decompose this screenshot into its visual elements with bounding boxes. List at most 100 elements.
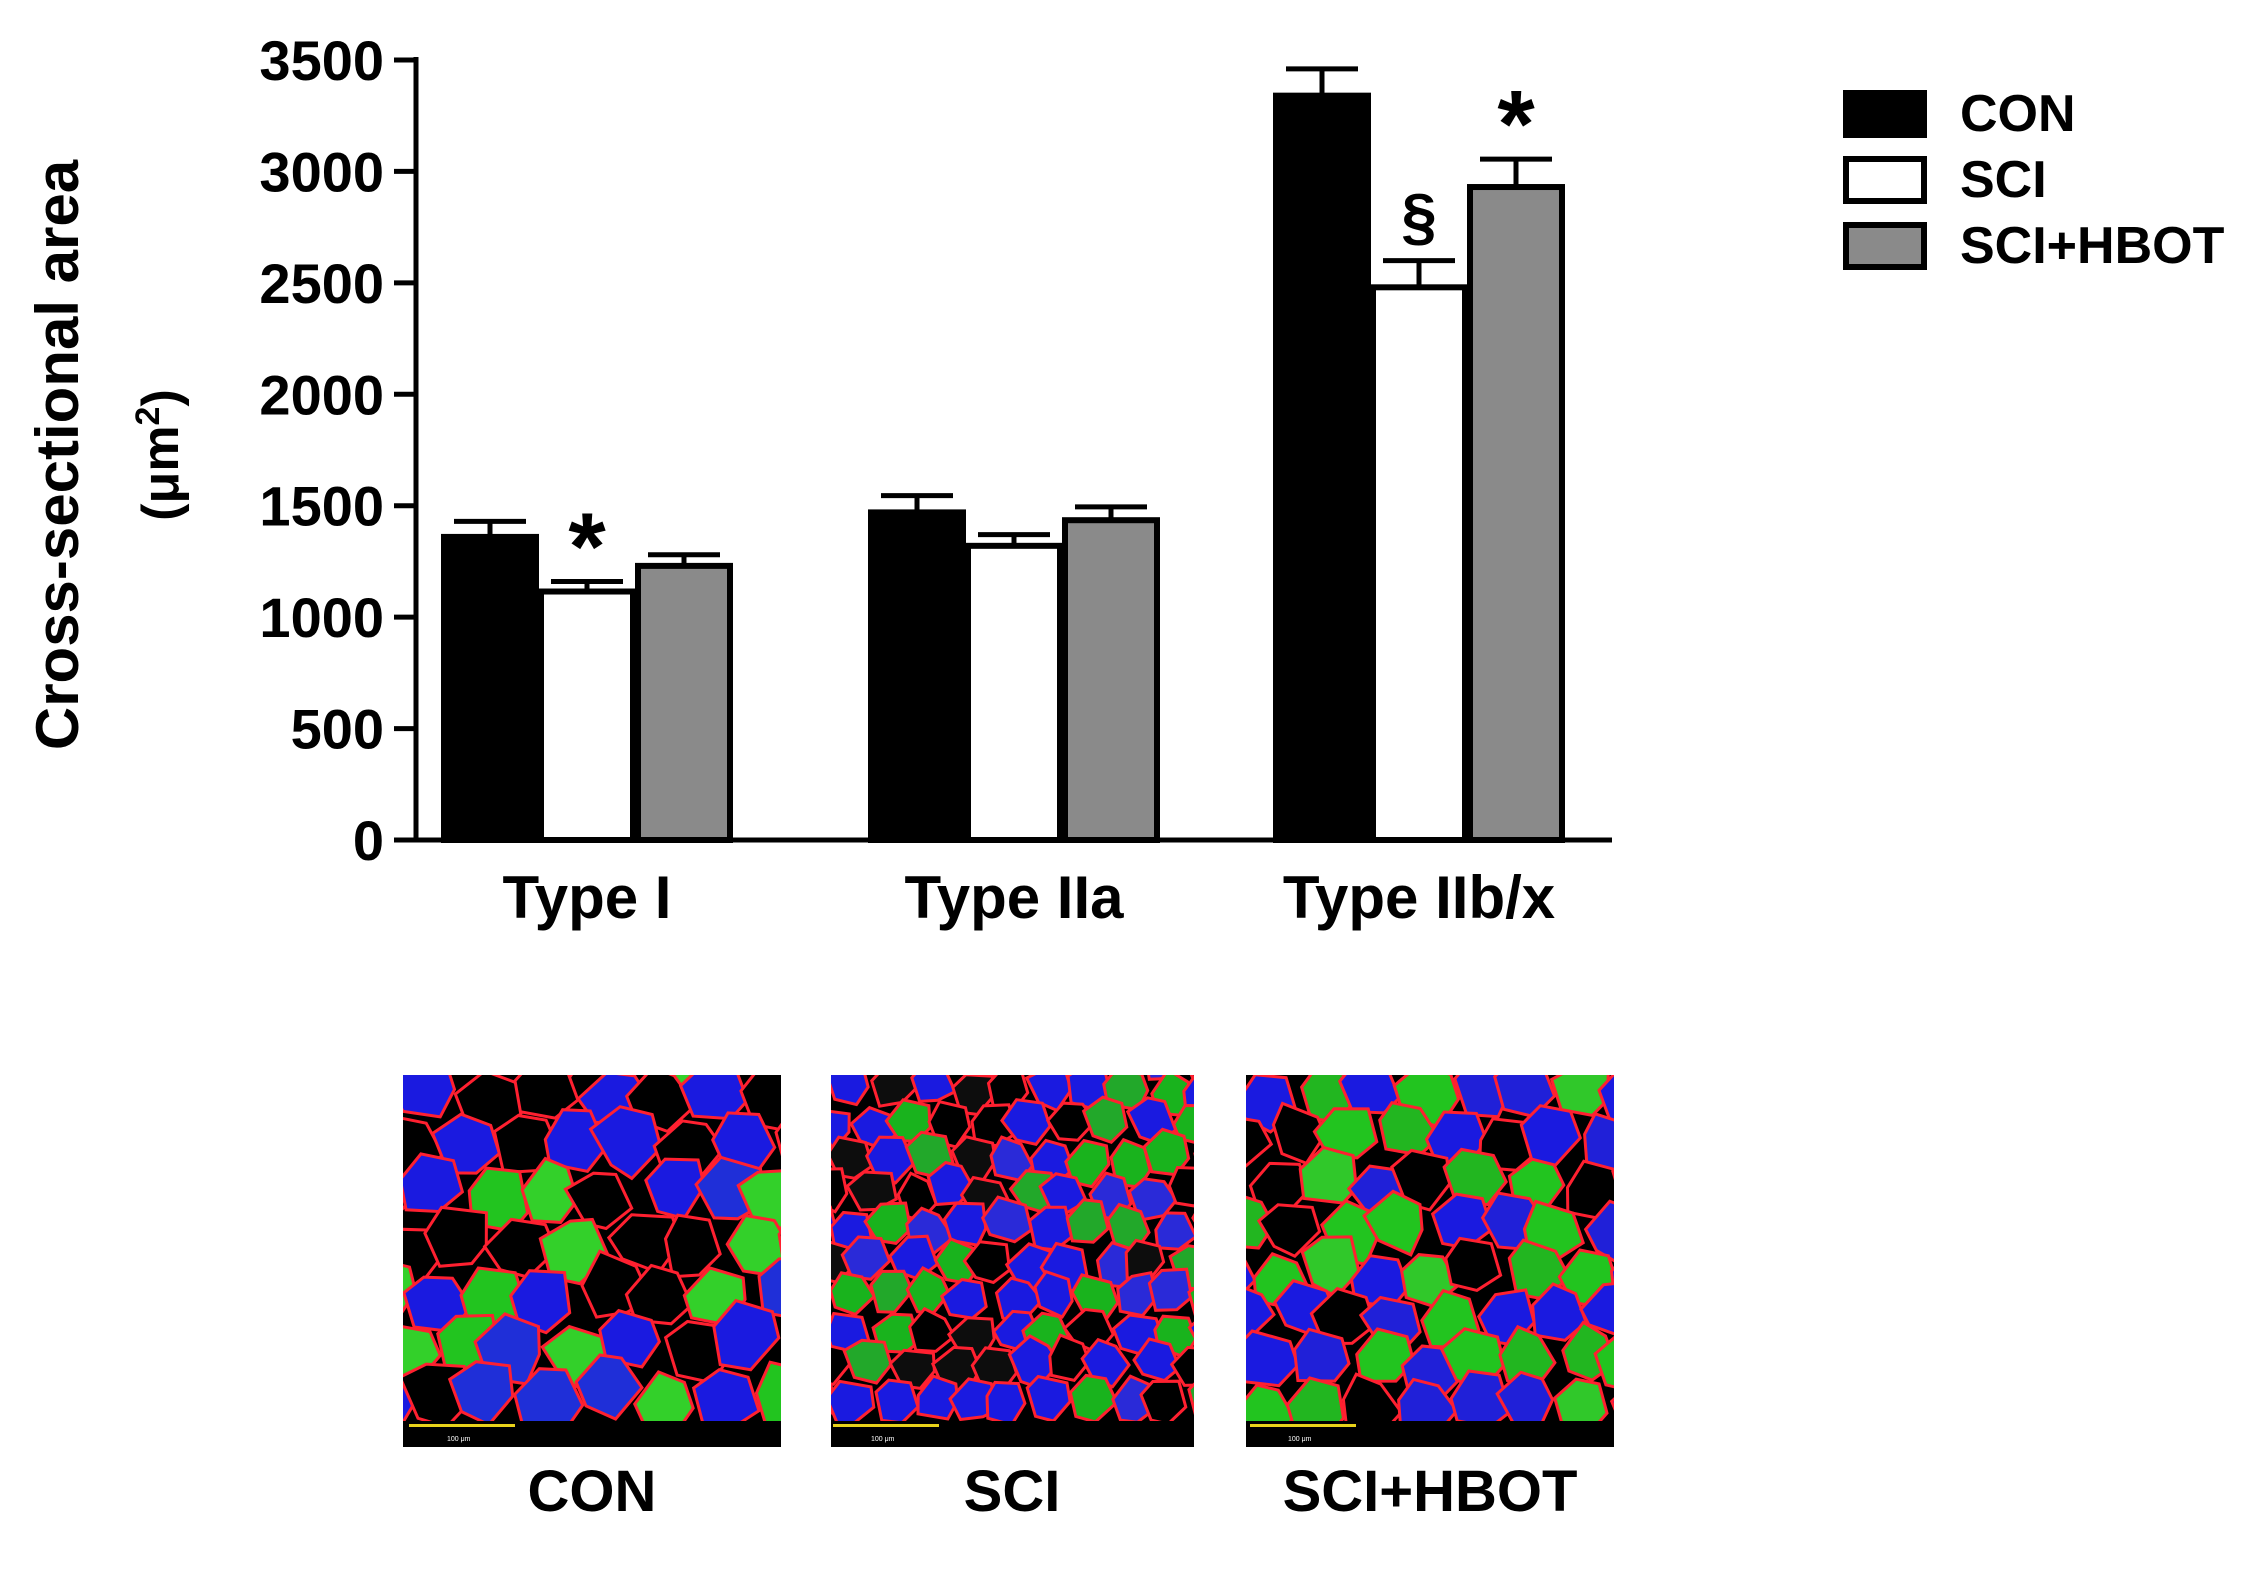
muscle-fiber [777,1230,781,1256]
y-tick-label: 2500 [259,252,384,315]
x-tick-label: Type I [503,864,672,931]
legend-label: SCI+HBOT [1960,217,2225,275]
legend-label: CON [1960,85,2076,143]
muscle-fiber [1309,1286,1377,1346]
muscle-fiber [1579,1282,1614,1336]
muscle-fiber [1025,1374,1072,1423]
muscle-fiber [1531,1282,1588,1342]
micrograph-con: 100 μm [403,1075,781,1447]
significance-marker: § [1401,181,1437,253]
x-tick-label: Type IIb/x [1283,864,1555,931]
muscle-fiber [1027,1205,1074,1252]
y-axis-label: Cross-sectional area (μm2) [24,159,190,750]
legend-label: SCI [1960,151,2047,209]
muscle-fiber [939,1277,988,1320]
muscle-fiber [1453,1075,1511,1119]
muscle-fiber [907,1306,957,1353]
muscle-fiber [1549,1075,1610,1118]
micrograph-sci-hbot: 100 μm [1246,1075,1614,1447]
muscle-fiber [1583,1199,1614,1263]
scale-bar [833,1424,939,1427]
significance-marker: * [1497,71,1535,178]
muscle-fiber [1080,1337,1131,1389]
y-axis-label-line1: Cross-sectional area [24,159,91,750]
scale-bar [409,1424,515,1427]
muscle-fiber [874,1378,920,1425]
muscle-fiber [1081,1095,1129,1145]
bar-sci [1370,284,1468,844]
muscle-fiber [962,1240,1012,1285]
legend-swatch [1843,222,1927,270]
muscle-fiber [831,1167,849,1214]
muscle-fiber [1390,1148,1452,1212]
micrograph-sci-image [831,1075,1194,1447]
bar-con [868,509,966,844]
muscle-fiber [1362,1189,1424,1257]
muscle-fiber [1312,1107,1379,1160]
y-axis-label-line2: (μm2) [129,389,190,521]
muscle-fiber [985,1380,1027,1427]
scale-bar-label: 100 μm [1288,1436,1312,1443]
y-axis-label-unit: μm [132,425,190,503]
scale-bar [1250,1424,1356,1427]
muscle-fiber [1167,1165,1194,1208]
muscle-fiber [980,1195,1033,1244]
x-tick-label: Type IIa [905,864,1125,931]
muscle-fiber [1519,1104,1583,1167]
bar-sci-hbot [635,562,733,844]
y-tick-label: 2000 [259,363,384,426]
muscle-fiber [1593,1335,1614,1389]
muscle-fiber [588,1105,663,1181]
muscle-fiber [423,1205,488,1268]
y-tick-label: 1500 [259,475,384,538]
muscle-fiber [543,1108,608,1173]
muscle-fiber [624,1263,694,1326]
muscle-fiber [1191,1213,1194,1223]
muscle-fiber [1187,1321,1194,1339]
muscle-fiber [1048,1333,1091,1382]
legend-swatch [1843,90,1927,138]
muscle-fiber [831,1271,877,1317]
micrograph-sci: 100 μm [831,1075,1194,1447]
muscle-fiber [1064,1138,1111,1189]
muscle-fiber [1495,1370,1555,1429]
muscle-fiber [1246,1329,1300,1388]
muscle-fiber [1154,1211,1194,1251]
muscle-fiber [644,1157,706,1221]
muscle-fiber [757,1257,781,1318]
y-tick-label: 3000 [259,140,384,203]
muscle-fiber [840,1235,892,1281]
legend-swatch [1843,156,1927,204]
muscle-fiber [520,1156,580,1224]
muscle-fiber [509,1269,572,1335]
muscle-fiber [712,1298,781,1372]
y-axis-label-sup: 2 [129,407,167,426]
muscle-fiber [1000,1098,1052,1146]
micrograph-sci-hbot-image [1246,1075,1614,1447]
muscle-fiber [1355,1327,1416,1383]
muscle-fiber [1246,1259,1257,1292]
muscle-fiber [1444,1236,1503,1293]
scale-bar-label: 100 μm [871,1436,895,1443]
muscle-fiber [1187,1286,1194,1316]
bar-sci-hbot [1062,517,1160,843]
muscle-fiber [948,1377,1000,1422]
muscle-fiber [1609,1397,1614,1411]
muscle-fiber [863,1201,913,1246]
y-tick-label: 3500 [259,29,384,92]
muscle-fiber [1611,1168,1614,1181]
muscle-fiber [888,1348,936,1390]
y-tick-label: 0 [353,809,384,872]
muscle-fiber [736,1169,781,1230]
y-tick-label: 1000 [259,586,384,649]
muscle-fiber [842,1338,893,1385]
bar-con [1273,92,1371,843]
y-tick-label: 500 [291,698,384,761]
micrograph-label-sci-hbot: SCI+HBOT [1282,1459,1578,1524]
muscle-fiber [663,1213,722,1279]
muscle-fiber [1169,1345,1194,1387]
muscle-fiber [1187,1382,1194,1416]
muscle-fiber [1147,1267,1194,1312]
muscle-fiber [563,1171,634,1231]
